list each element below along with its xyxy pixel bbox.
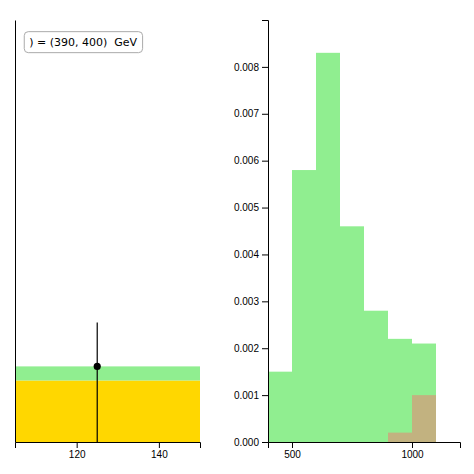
tick: 1000 — [401, 442, 424, 460]
tick-mark — [262, 161, 268, 162]
bar — [412, 395, 436, 442]
tick: 0.005 — [234, 202, 268, 213]
tick-label: 0.006 — [234, 155, 259, 166]
tick: 0.007 — [234, 108, 268, 119]
bar — [388, 339, 412, 442]
tick-label: 140 — [151, 449, 168, 460]
tick: 0.008 — [234, 62, 268, 73]
tick-label: 0.005 — [234, 202, 259, 213]
plot-area — [268, 53, 436, 442]
y-axis — [15, 21, 16, 443]
x-axis: 500 1000 — [269, 442, 461, 460]
y-axis-line — [15, 21, 16, 443]
tick-label: 0.007 — [234, 108, 259, 119]
tick: 0.006 — [234, 155, 268, 166]
tick-mark — [262, 301, 268, 302]
annotation-box — [24, 32, 142, 53]
tick: 120 — [69, 442, 86, 460]
tick-label: 0.001 — [234, 390, 259, 401]
bar — [292, 170, 316, 442]
tick-mark — [262, 254, 268, 255]
tick-mark — [292, 442, 293, 448]
bar — [268, 442, 292, 443]
bar — [364, 311, 388, 442]
tick-mark — [412, 442, 413, 448]
bar — [292, 442, 316, 443]
bar — [436, 442, 460, 443]
x-axis-line — [16, 443, 201, 449]
tick-label: 500 — [284, 449, 301, 460]
tick: 0.004 — [234, 249, 268, 260]
tick-mark — [262, 208, 268, 209]
tick-label: 0.003 — [234, 296, 259, 307]
bar — [388, 433, 412, 442]
bar — [364, 442, 388, 443]
bar — [340, 226, 364, 442]
bar — [316, 53, 340, 442]
chart: 120140) = (390, 400) GeV50010000.0000.00… — [0, 0, 474, 474]
tick-mark — [262, 114, 268, 115]
tick-label: 120 — [69, 449, 86, 460]
annotation: ) = (390, 400) GeV — [24, 32, 142, 53]
tick-mark — [262, 442, 268, 443]
panel: 50010000.0000.0010.0020.0030.0040.0050.0… — [234, 21, 461, 461]
tick-label: 1000 — [401, 449, 424, 460]
tick-label: 0.004 — [234, 249, 259, 260]
band — [15, 366, 200, 380]
plot-area — [15, 322, 200, 442]
error-bar — [97, 322, 98, 442]
x-axis: 120 140 — [16, 442, 201, 460]
tick-mark — [262, 395, 268, 396]
y-axis: 0.000 0.001 0.002 0.003 0.004 0.005 0.006 0.007… — [234, 21, 269, 448]
point — [94, 363, 101, 370]
tick-mark — [262, 348, 268, 349]
tick-mark — [77, 442, 78, 448]
tick-mark — [159, 442, 160, 448]
bar — [340, 442, 364, 443]
tick: 0.001 — [234, 390, 268, 401]
bar — [436, 442, 460, 443]
y-axis-line — [262, 21, 269, 443]
tick: 500 — [284, 442, 301, 460]
tick: 0.000 — [234, 437, 268, 448]
annotation-text: ) = (390, 400) GeV — [29, 36, 137, 49]
bar — [316, 442, 340, 443]
band — [15, 380, 200, 442]
tick-label: 0.008 — [234, 62, 259, 73]
tick: 0.002 — [234, 343, 268, 354]
tick-label: 0.000 — [234, 437, 259, 448]
x-axis-line — [269, 443, 461, 449]
tick-mark — [262, 67, 268, 68]
bar — [412, 344, 436, 442]
panel: 120 140 ) = (390, 400) GeV — [15, 21, 201, 461]
tick: 0.003 — [234, 296, 268, 307]
bar — [268, 372, 292, 442]
tick: 140 — [151, 442, 168, 460]
tick-label: 0.002 — [234, 343, 259, 354]
